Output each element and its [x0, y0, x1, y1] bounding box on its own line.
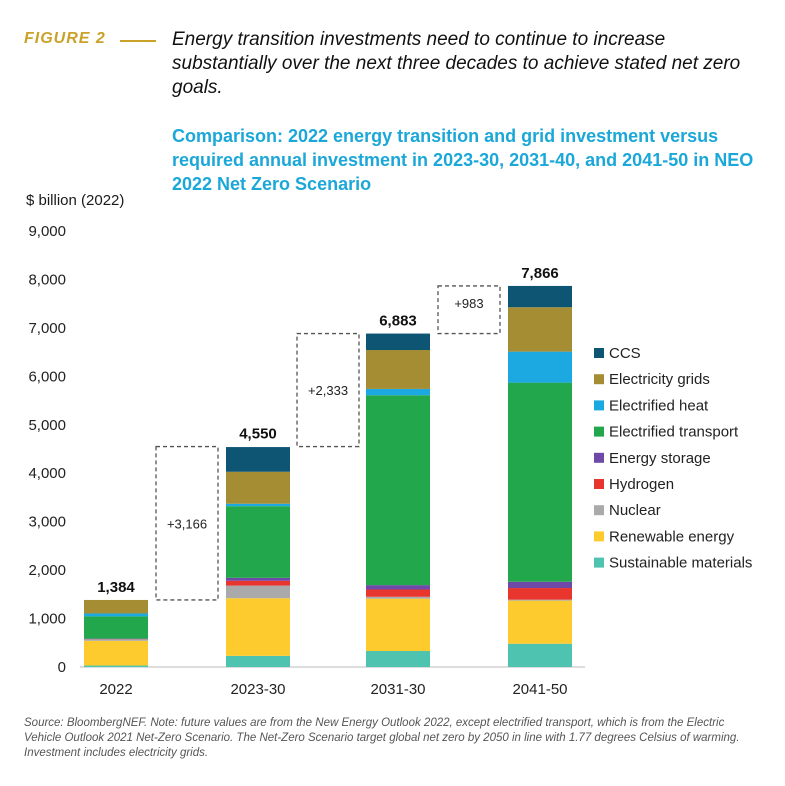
bar-total-label: 7,866	[521, 265, 559, 282]
legend-swatch	[594, 557, 604, 568]
stacked-bar-chart: 0 1,000 2,000 3,000 4,000 5,000 6,000 7,000 8,00…	[28, 223, 752, 698]
figure-headline: Energy transition investments need to co…	[172, 29, 741, 98]
bar-segment-nuclear	[226, 585, 290, 599]
bar-segment-sustainable-materials	[84, 665, 148, 667]
legend-swatch	[594, 348, 604, 358]
bar-segment-energy-storage	[226, 577, 290, 581]
y-axis-unit-label: $ billion (2022)	[26, 192, 125, 209]
figure-label-rule	[120, 40, 156, 42]
bar-segment-nuclear	[84, 639, 148, 641]
x-tick-label: 2031-30	[370, 681, 425, 698]
y-tick-label: 8,000	[28, 271, 66, 288]
bar-segment-renewable-energy	[84, 640, 148, 666]
bar-segment-electrified-transport	[84, 616, 148, 639]
legend-swatch	[594, 426, 604, 437]
increment-label: +983	[454, 296, 483, 311]
legend-swatch	[594, 479, 604, 489]
bar-segment-electrified-transport	[226, 506, 290, 578]
x-tick-label: 2022	[99, 681, 132, 698]
legend-label: Hydrogen	[609, 476, 674, 493]
legend-swatch	[594, 374, 604, 385]
legend-label: CCS	[609, 345, 641, 362]
y-tick-label: 7,000	[28, 320, 66, 337]
figure-label: FIGURE 2	[24, 30, 106, 47]
y-tick-label: 4,000	[28, 465, 66, 482]
bar-segment-electricity-grids	[84, 599, 148, 614]
bar-segment-energy-storage	[366, 585, 430, 590]
bar-segment-energy-storage	[508, 581, 572, 589]
legend-swatch	[594, 452, 604, 463]
x-tick-label: 2023-30	[230, 681, 285, 698]
bar-total-label: 1,384	[97, 579, 135, 596]
increment-label: +2,333	[308, 383, 348, 398]
bar-segment-hydrogen	[508, 588, 572, 600]
bar-segment-electrified-transport	[508, 382, 572, 582]
bar-segment-sustainable-materials	[508, 643, 572, 667]
increment-box	[155, 445, 219, 601]
y-tick-label: 2,000	[28, 562, 66, 579]
bar-segment-electrified-heat	[508, 351, 572, 383]
bar-segment-renewable-energy	[508, 600, 572, 644]
legend-label: Sustainable materials	[609, 555, 752, 572]
increment-label: +3,166	[167, 516, 207, 531]
legend-label: Electricity grids	[609, 371, 710, 388]
bar-segment-nuclear	[508, 599, 572, 601]
bar-segment-sustainable-materials	[226, 655, 290, 667]
y-tick-label: 5,000	[28, 417, 66, 434]
legend-label: Electrified transport	[609, 424, 739, 441]
bar-segment-sustainable-materials	[366, 651, 430, 667]
x-tick-label: 2041-50	[512, 681, 567, 698]
increment-box	[437, 285, 501, 335]
bar-segment-hydrogen	[226, 580, 290, 586]
bar-total-label: 4,550	[239, 426, 277, 443]
bar-segment-renewable-energy	[366, 598, 430, 652]
legend-label: Renewable energy	[609, 528, 735, 545]
legend-label: Energy storage	[609, 450, 711, 467]
y-tick-label: 1,000	[28, 611, 66, 628]
bar-total-label: 6,883	[379, 313, 417, 330]
bar-segment-electrified-transport	[366, 395, 430, 586]
y-tick-label: 6,000	[28, 368, 66, 385]
bar-segment-hydrogen	[366, 589, 430, 597]
y-tick-label: 0	[58, 659, 66, 676]
bar-segment-electrified-heat	[366, 388, 430, 396]
bar-segment-nuclear	[366, 596, 430, 599]
y-tick-label: 9,000	[28, 223, 66, 240]
legend-swatch	[594, 531, 604, 542]
bar-segment-ccs	[366, 333, 430, 351]
bar-segment-electrified-heat	[84, 613, 148, 617]
increment-box	[296, 332, 360, 448]
bar-segment-electricity-grids	[366, 350, 430, 389]
legend-swatch	[594, 400, 604, 411]
legend-label: Nuclear	[609, 502, 661, 519]
legend-swatch	[594, 505, 604, 516]
chart-subtitle: Comparison: 2022 energy transition and g…	[172, 126, 754, 194]
bar-segment-ccs	[508, 285, 572, 308]
bar-segment-electrified-heat	[226, 503, 290, 507]
y-tick-label: 3,000	[28, 514, 66, 531]
bar-segment-ccs	[226, 447, 290, 472]
bar-segment-electricity-grids	[226, 471, 290, 504]
legend-label: Electrified heat	[609, 397, 709, 414]
bar-segment-renewable-energy	[226, 598, 290, 656]
source-note: Source: BloombergNEF. Note: future value…	[24, 717, 740, 759]
bar-segment-electricity-grids	[508, 307, 572, 352]
